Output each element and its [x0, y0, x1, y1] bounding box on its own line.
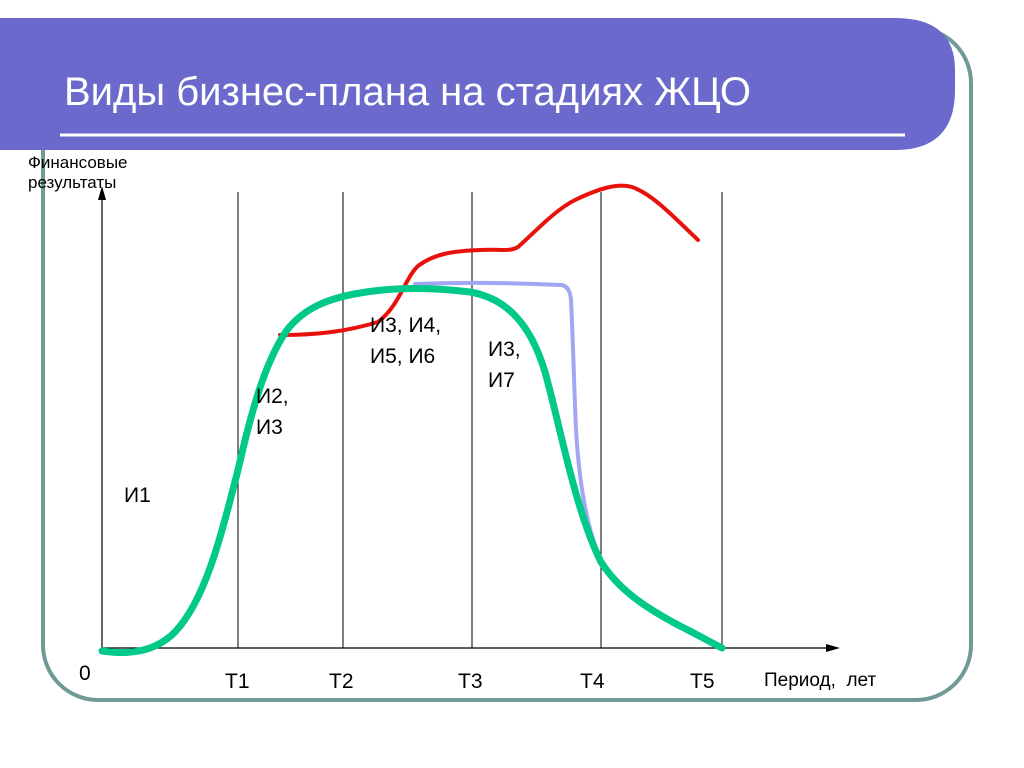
stage-label-1: И1	[124, 484, 151, 507]
x-axis-label: Период, лет	[764, 670, 877, 691]
y-axis-label: Финансовые результаты	[28, 153, 128, 193]
stage-label-4-line2: И7	[488, 369, 515, 392]
stage-label-3-line1: И3, И4,	[370, 314, 442, 337]
x-axis-arrow	[826, 644, 840, 652]
stage-label-2-line1: И2,	[256, 385, 289, 408]
header-band	[0, 18, 955, 150]
tick-label-t3: Т3	[458, 670, 483, 693]
tick-label-t4: Т4	[580, 670, 605, 693]
lavender-curve	[413, 280, 598, 550]
tick-label-t1: Т1	[225, 670, 250, 693]
green-curve	[98, 284, 726, 656]
stage-label-4-line1: И3,	[488, 338, 521, 361]
tick-label-t2: Т2	[329, 670, 354, 693]
stage-label-2-line2: И3	[256, 416, 283, 439]
stage-label-3-line2: И5, И6	[370, 345, 436, 368]
origin-label: 0	[79, 662, 91, 685]
y-axis-arrow	[98, 186, 106, 200]
tick-label-t5: Т5	[690, 670, 715, 693]
red-curve	[278, 183, 700, 337]
slide-title: Виды бизнес-плана на стадиях ЖЦО	[64, 70, 751, 114]
